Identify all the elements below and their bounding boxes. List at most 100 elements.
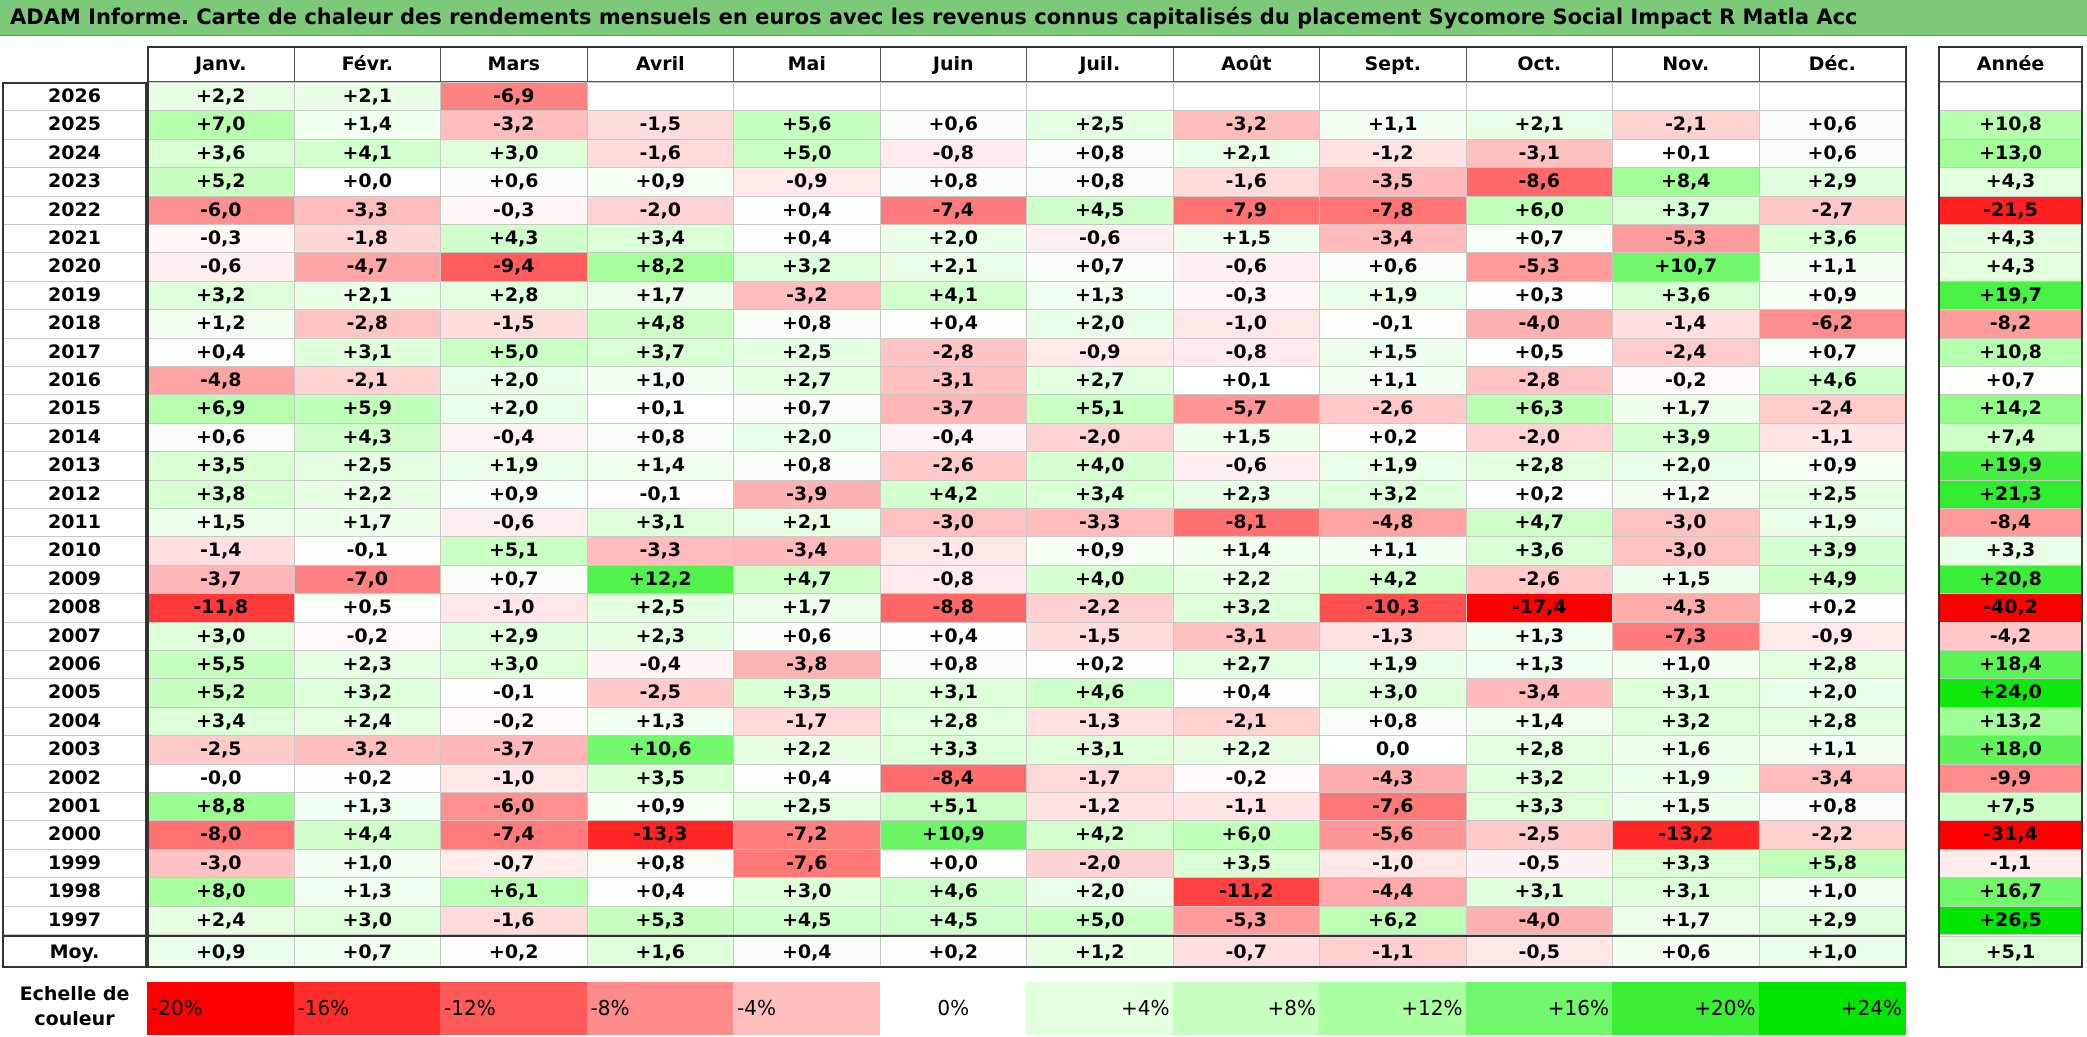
heatmap-cell <box>1758 82 1906 112</box>
scale-step: +4% <box>1026 982 1174 1035</box>
heatmap-cell: +0,6 <box>879 110 1027 140</box>
heatmap-cell: -2,1 <box>1612 110 1760 140</box>
heatmap-cell: +2,7 <box>1026 366 1174 396</box>
heatmap-cell: +0,8 <box>586 848 734 879</box>
heatmap-cell: -4,8 <box>147 366 295 396</box>
heatmap-cell: +2,2 <box>733 735 881 765</box>
heatmap-cell: +3,7 <box>586 337 734 367</box>
heatmap-cell: -1,6 <box>586 138 734 169</box>
heatmap-cell: -3,2 <box>293 735 441 765</box>
heatmap-cell: +3,0 <box>1319 678 1467 708</box>
heatmap-cell: -1,7 <box>1026 763 1174 793</box>
heatmap-cell: +0,8 <box>586 422 734 453</box>
annual-cell: -21,5 <box>1938 195 2083 225</box>
row-year-label: 1997 <box>2 905 147 935</box>
heatmap-cell: -7,0 <box>293 564 441 595</box>
heatmap-cell: -0,6 <box>1172 451 1320 481</box>
heatmap-cell: +3,0 <box>440 138 588 169</box>
heatmap-cell: +1,5 <box>1172 224 1320 254</box>
heatmap-cell: +1,4 <box>1465 706 1613 737</box>
heatmap-cell: +1,9 <box>1612 763 1760 793</box>
heatmap-cell: +2,0 <box>440 366 588 396</box>
heatmap-cell: +2,8 <box>1465 451 1613 481</box>
heatmap-cell: -0,3 <box>147 224 295 254</box>
average-cell: +0,7 <box>293 936 441 968</box>
heatmap-cell: -2,0 <box>1026 422 1174 453</box>
heatmap-cell <box>733 82 881 112</box>
row-year-label: 2020 <box>2 252 147 282</box>
average-cell: +0,2 <box>879 936 1027 968</box>
heatmap-cell: +3,3 <box>879 735 1027 765</box>
heatmap-cell: +3,1 <box>1612 877 1760 907</box>
row-year-label: 2001 <box>2 792 147 822</box>
heatmap-cell: -0,8 <box>1172 337 1320 367</box>
heatmap-cell: +2,1 <box>293 280 441 311</box>
heatmap-cell: -2,8 <box>1465 366 1613 396</box>
heatmap-cell: +3,1 <box>879 678 1027 708</box>
heatmap-cell: +3,1 <box>1612 678 1760 708</box>
heatmap-cell: +1,3 <box>1465 650 1613 680</box>
heatmap-cell: -5,3 <box>1172 905 1320 935</box>
heatmap-cell: -0,1 <box>1319 309 1467 339</box>
scale-step: +8% <box>1172 982 1320 1035</box>
heatmap-cell: +4,2 <box>1026 820 1174 850</box>
annual-cell: +13,0 <box>1938 138 2083 169</box>
heatmap-cell: +1,4 <box>1172 536 1320 566</box>
heatmap-cell: -3,0 <box>147 848 295 879</box>
heatmap-cell: +3,0 <box>440 650 588 680</box>
annual-cell: -31,4 <box>1938 820 2083 850</box>
heatmap-cell: +3,2 <box>1612 706 1760 737</box>
heatmap-cell: +2,0 <box>1026 877 1174 907</box>
heatmap-cell: +0,7 <box>440 564 588 595</box>
annual-cell: +7,4 <box>1938 422 2083 453</box>
heatmap-cell: +2,1 <box>293 82 441 112</box>
scale-step: 0% <box>879 982 1027 1035</box>
heatmap-cell: -3,4 <box>1465 678 1613 708</box>
heatmap-cell: +0,9 <box>1758 451 1906 481</box>
scale-label-line1: Echelle de <box>19 983 130 1005</box>
heatmap-cell: -3,4 <box>1319 224 1467 254</box>
heatmap-cell: +0,6 <box>733 621 881 651</box>
column-header: Sept. <box>1319 46 1467 82</box>
column-header: Nov. <box>1612 46 1760 82</box>
average-cell: +0,9 <box>147 936 295 968</box>
row-year-label: 2015 <box>2 394 147 424</box>
heatmap-cell: -2,4 <box>1612 337 1760 367</box>
heatmap-cell: +0,8 <box>1319 706 1467 737</box>
heatmap-cell: -3,9 <box>733 479 881 509</box>
heatmap-cell: -0,2 <box>1172 763 1320 793</box>
row-year-label: 2021 <box>2 224 147 254</box>
row-year-label: 1999 <box>2 848 147 879</box>
heatmap-cell: -1,6 <box>1172 167 1320 197</box>
heatmap-cell: +2,2 <box>293 479 441 509</box>
heatmap-cell: +1,9 <box>1319 280 1467 311</box>
heatmap-cell: +6,0 <box>1465 195 1613 225</box>
annual-cell: +14,2 <box>1938 394 2083 424</box>
heatmap-cell: -0,2 <box>1612 366 1760 396</box>
heatmap-cell: -3,2 <box>1172 110 1320 140</box>
heatmap-cell <box>1465 82 1613 112</box>
annual-cell: +4,3 <box>1938 224 2083 254</box>
heatmap-cell: -0,1 <box>586 479 734 509</box>
heatmap-cell: -4,0 <box>1465 309 1613 339</box>
heatmap-cell: -3,2 <box>440 110 588 140</box>
heatmap-cell: +4,5 <box>1026 195 1174 225</box>
heatmap-cell: +0,0 <box>293 167 441 197</box>
heatmap-cell: +3,6 <box>147 138 295 169</box>
heatmap-cell: -0,9 <box>1758 621 1906 651</box>
heatmap-cell: +0,2 <box>1319 422 1467 453</box>
heatmap-cell: +0,8 <box>733 309 881 339</box>
heatmap-cell: -0,7 <box>440 848 588 879</box>
heatmap-cell: +3,9 <box>1758 536 1906 566</box>
heatmap-cell: +0,8 <box>1026 167 1174 197</box>
scale-step: +20% <box>1612 982 1760 1035</box>
heatmap-cell: -7,8 <box>1319 195 1467 225</box>
annual-cell: +7,5 <box>1938 792 2083 822</box>
heatmap-cell: -1,2 <box>1026 792 1174 822</box>
heatmap-cell: +1,9 <box>1319 451 1467 481</box>
column-header: Mars <box>440 46 588 82</box>
heatmap-cell: -7,4 <box>440 820 588 850</box>
heatmap-cell: +2,5 <box>1758 479 1906 509</box>
heatmap-cell: -2,6 <box>879 451 1027 481</box>
annual-cell: +18,4 <box>1938 650 2083 680</box>
